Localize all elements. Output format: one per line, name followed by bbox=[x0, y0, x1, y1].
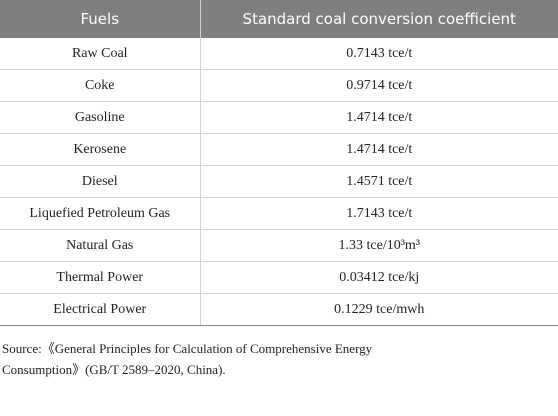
table-row: Gasoline 1.4714 tce/t bbox=[0, 101, 558, 134]
table-row: Thermal Power 0.03412 tce/kj bbox=[0, 261, 558, 294]
fuel-cell: Electrical Power bbox=[0, 293, 200, 326]
table-body: Raw Coal 0.7143 tce/t Coke 0.9714 tce/t Gaso… bbox=[0, 38, 558, 326]
source-note: Source:《General Principles for Calculati… bbox=[2, 341, 373, 377]
coefficient-cell: 0.1229 tce/mwh bbox=[199, 293, 558, 326]
table-row: Liquefied Petroleum Gas 1.7143 tce/t bbox=[0, 197, 558, 230]
table: Fuels Standard coal conversion coefficie… bbox=[0, 0, 558, 326]
coefficient-cell: 1.7143 tce/t bbox=[199, 197, 558, 230]
table-row: Electrical Power 0.1229 tce/mwh bbox=[0, 293, 558, 326]
header-row: Fuels Standard coal conversion coefficie… bbox=[0, 0, 558, 38]
table-row: Diesel 1.4571 tce/t bbox=[0, 165, 558, 198]
table-row: Coke 0.9714 tce/t bbox=[0, 69, 558, 102]
fuel-cell: Kerosene bbox=[0, 133, 200, 166]
coefficient-cell: 1.4714 tce/t bbox=[199, 101, 558, 134]
coefficient-cell: 0.03412 tce/kj bbox=[199, 261, 558, 294]
header-cell: Standard coal conversion coefficient bbox=[199, 0, 558, 38]
fuel-cell: Natural Gas bbox=[0, 229, 200, 262]
header-cell: Fuels bbox=[0, 0, 200, 38]
fuel-cell: Raw Coal bbox=[0, 38, 200, 70]
coefficient-cell: 0.9714 tce/t bbox=[199, 69, 558, 102]
fuel-cell: Thermal Power bbox=[0, 261, 200, 294]
table-row: Kerosene 1.4714 tce/t bbox=[0, 133, 558, 166]
coefficient-cell: 0.7143 tce/t bbox=[199, 38, 558, 70]
coefficient-cell: 1.33 tce/10³m³ bbox=[199, 229, 558, 262]
fuel-cell: Gasoline bbox=[0, 101, 200, 134]
coefficient-cell: 1.4714 tce/t bbox=[199, 133, 558, 166]
fuel-cell: Diesel bbox=[0, 165, 200, 198]
fuel-cell: Coke bbox=[0, 69, 200, 102]
fuel-cell: Liquefied Petroleum Gas bbox=[0, 197, 200, 230]
table-row: Natural Gas 1.33 tce/10³m³ bbox=[0, 229, 558, 262]
table-row: Raw Coal 0.7143 tce/t bbox=[0, 38, 558, 70]
coefficient-cell: 1.4571 tce/t bbox=[199, 165, 558, 198]
